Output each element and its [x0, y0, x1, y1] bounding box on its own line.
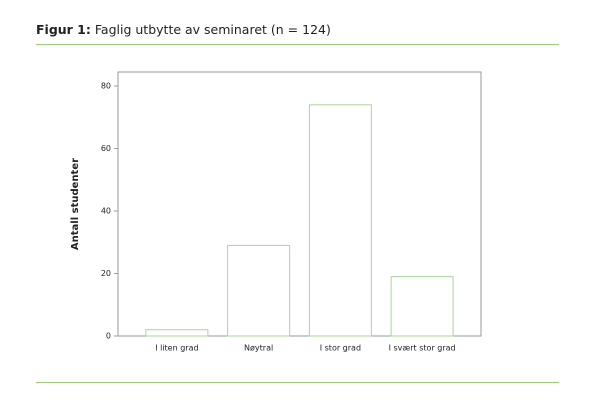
- y-axis-label: Antall studenter: [70, 158, 81, 250]
- bar: [308, 104, 372, 337]
- y-tick-label: 80: [101, 82, 111, 91]
- chart-title-row: Figur 1: Faglig utbytte av seminaret (n =…: [36, 22, 331, 37]
- y-tick-label: 60: [101, 144, 111, 153]
- bar: [227, 244, 291, 337]
- y-tick-label: 40: [101, 207, 111, 216]
- plot-frame: [117, 71, 482, 337]
- x-tick-label: Nøytral: [244, 344, 273, 353]
- y-tick-label: 20: [101, 269, 111, 278]
- bar: [145, 329, 209, 337]
- chart-title: Faglig utbytte av seminaret (n = 124): [95, 22, 331, 37]
- figure-label: Figur 1:: [36, 22, 91, 37]
- x-tick-label: I liten grad: [155, 344, 198, 353]
- y-tick-label: 0: [106, 332, 111, 341]
- x-tick-label: I stor grad: [320, 344, 361, 353]
- bar: [390, 276, 454, 337]
- x-tick-label: I svært stor grad: [389, 344, 456, 353]
